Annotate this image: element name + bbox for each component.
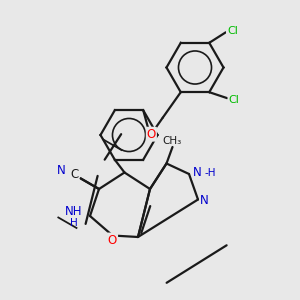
Text: O: O <box>147 128 156 141</box>
Text: N: N <box>57 164 66 177</box>
Text: C: C <box>70 168 78 182</box>
Text: NH: NH <box>65 205 82 218</box>
Text: Cl: Cl <box>228 95 239 105</box>
Text: N: N <box>200 194 209 208</box>
Text: Cl: Cl <box>227 26 238 36</box>
Text: CH₃: CH₃ <box>163 136 182 146</box>
Text: N: N <box>193 166 202 179</box>
Text: H: H <box>70 218 77 228</box>
Text: -H: -H <box>205 167 216 178</box>
Text: O: O <box>108 233 117 247</box>
